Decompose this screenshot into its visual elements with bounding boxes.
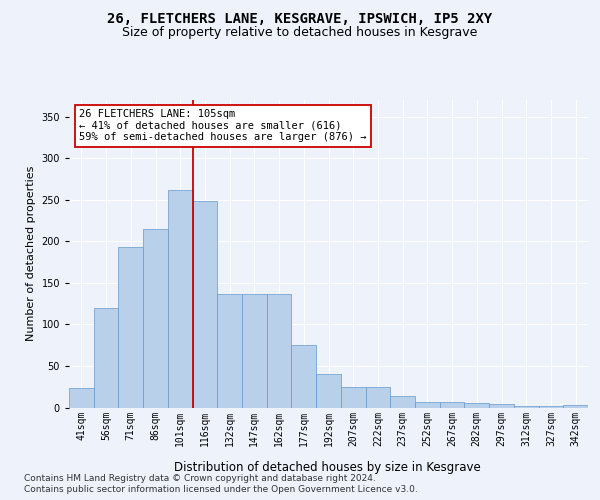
- Bar: [440, 402, 464, 407]
- Text: 26 FLETCHERS LANE: 105sqm
← 41% of detached houses are smaller (616)
59% of semi: 26 FLETCHERS LANE: 105sqm ← 41% of detac…: [79, 109, 367, 142]
- Text: Distribution of detached houses by size in Kesgrave: Distribution of detached houses by size …: [173, 461, 481, 474]
- Y-axis label: Number of detached properties: Number of detached properties: [26, 166, 36, 342]
- Bar: [193, 202, 217, 408]
- Text: Size of property relative to detached houses in Kesgrave: Size of property relative to detached ho…: [122, 26, 478, 39]
- Bar: [514, 406, 539, 407]
- Text: Contains HM Land Registry data © Crown copyright and database right 2024.
Contai: Contains HM Land Registry data © Crown c…: [24, 474, 418, 494]
- Bar: [143, 229, 168, 408]
- Bar: [365, 386, 390, 407]
- Bar: [316, 374, 341, 408]
- Bar: [563, 405, 588, 407]
- Bar: [539, 406, 563, 407]
- Bar: [489, 404, 514, 407]
- Bar: [267, 294, 292, 408]
- Bar: [168, 190, 193, 408]
- Text: 26, FLETCHERS LANE, KESGRAVE, IPSWICH, IP5 2XY: 26, FLETCHERS LANE, KESGRAVE, IPSWICH, I…: [107, 12, 493, 26]
- Bar: [94, 308, 118, 408]
- Bar: [118, 247, 143, 408]
- Bar: [292, 345, 316, 408]
- Bar: [464, 404, 489, 407]
- Bar: [242, 294, 267, 408]
- Bar: [341, 386, 365, 407]
- Bar: [415, 402, 440, 407]
- Bar: [390, 396, 415, 407]
- Bar: [69, 388, 94, 407]
- Bar: [217, 294, 242, 408]
